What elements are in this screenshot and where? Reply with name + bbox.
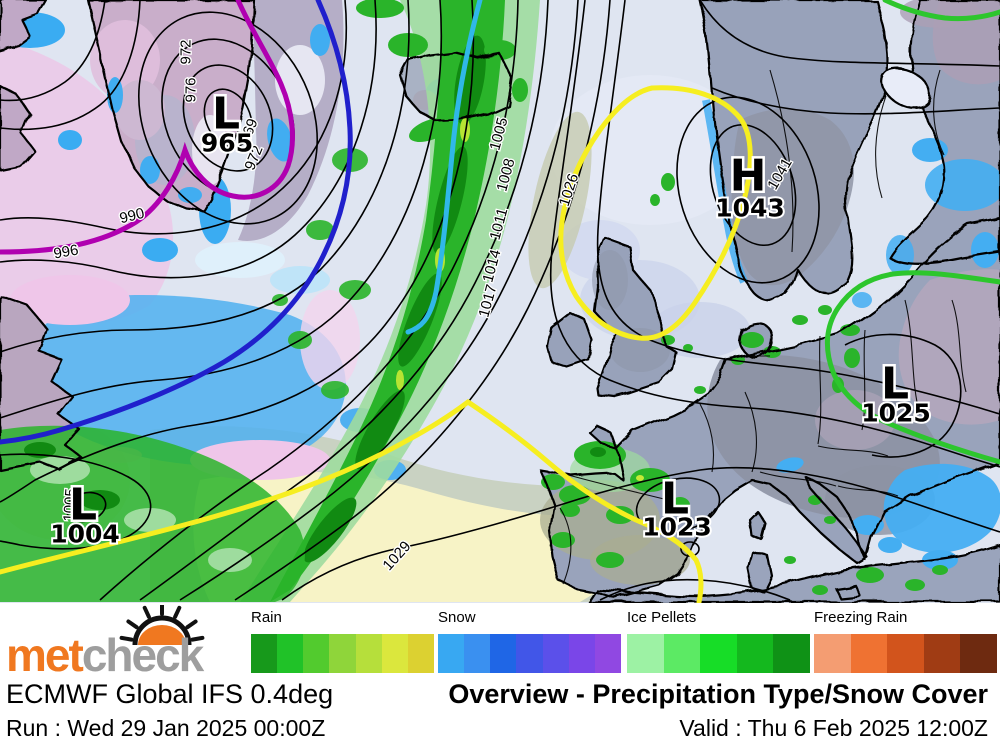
legend-color-cell [627,634,664,673]
logo-met: met [6,629,83,681]
weather-map: 9729769699729909961005100510081011101410… [0,0,1000,603]
front-line-yellow-loop [558,85,753,341]
legend-color-cell [303,634,330,673]
legend-color-cell [850,634,888,673]
legend-color-cell [736,634,774,673]
isobar-label: 1005 [60,488,79,522]
country-borders [559,69,967,585]
legend-color-cell [663,634,701,673]
legend-label: Snow [438,609,476,626]
legend-color-cell [381,634,408,673]
legend-label: Ice Pellets [627,609,697,626]
isobar-label: 996 [52,241,80,262]
map-labels: 9729769699729909961005100510081011101410… [48,38,933,575]
pressure-center-value: 1004 [50,520,120,549]
front-line-blue [0,0,353,445]
logo-wordmark: metcheck [6,629,205,681]
legend-group-rain: Rain [251,609,434,673]
logo-check: check [82,629,205,681]
isobar-label: 976 [183,77,200,102]
legend-color-scale [251,634,434,673]
legend-color-cell [700,634,737,673]
legend-group-ice-pellets: Ice Pellets [627,609,810,673]
chart-title: Overview - Precipitation Type/Snow Cover [448,679,988,709]
valid-timestamp: Valid : Thu 6 Feb 2025 12:00Z [679,715,988,741]
legend-label: Rain [251,609,282,626]
legend-color-cell [887,634,924,673]
legend-color-cell [438,634,465,673]
legend-color-cell [568,634,595,673]
land-shading [90,0,1000,585]
legend-color-cell [251,634,278,673]
pressure-center-letter: L [69,480,97,531]
front-line-cyan [405,0,483,335]
legend-label: Freezing Rain [814,609,908,626]
pressure-center-value: 1043 [715,194,785,223]
pressure-center-letter: L [661,474,689,525]
pressure-center-letter: L [881,359,909,410]
footer-bar: metcheck Rain Snow Ice Pellets Freezing Rai… [0,603,1000,749]
pressure-center-value: 965 [201,129,253,158]
pressure-center-value: 1025 [861,399,931,428]
legend-color-scale [814,634,997,673]
legend-color-cell [773,634,810,673]
front-line-green-top [882,0,1000,22]
legend-color-cell [464,634,491,673]
isobar-label: 972 [178,39,195,64]
pressure-center-letter: H [730,151,767,202]
legend-color-cell [542,634,569,673]
metcheck-logo: metcheck [6,605,207,681]
front-line-magenta [0,0,295,255]
legend-color-cell [490,634,517,673]
legend-color-scale [627,634,810,673]
map-area: 972 976 969 972 990 996 1005 1005 1008 1011 1014 10… [0,0,1000,603]
pressure-center-value: 1023 [642,513,712,542]
pressure-center-letter: L [212,89,240,140]
legend-color-cell [814,634,851,673]
legend-group-snow: Snow [438,609,621,673]
legend-color-scale [438,634,621,673]
front-line-green-east [824,270,1000,465]
legend-color-cell [516,634,543,673]
precip-green [0,0,948,602]
sun-icon [119,605,205,646]
model-label: ECMWF Global IFS 0.4deg [6,679,334,709]
legend-color-cell [594,634,621,673]
legend-color-cell [407,634,434,673]
legend-color-cell [329,634,356,673]
legend-color-cell [923,634,961,673]
front-lines [0,0,1000,603]
legend-group-freezing-rain: Freezing Rain [814,609,997,673]
legend-color-cell [355,634,382,673]
legend-color-cell [277,634,304,673]
legend-color-cell [960,634,997,673]
run-timestamp: Run : Wed 29 Jan 2025 00:00Z [6,715,326,741]
front-line-yellow-south [0,398,704,603]
